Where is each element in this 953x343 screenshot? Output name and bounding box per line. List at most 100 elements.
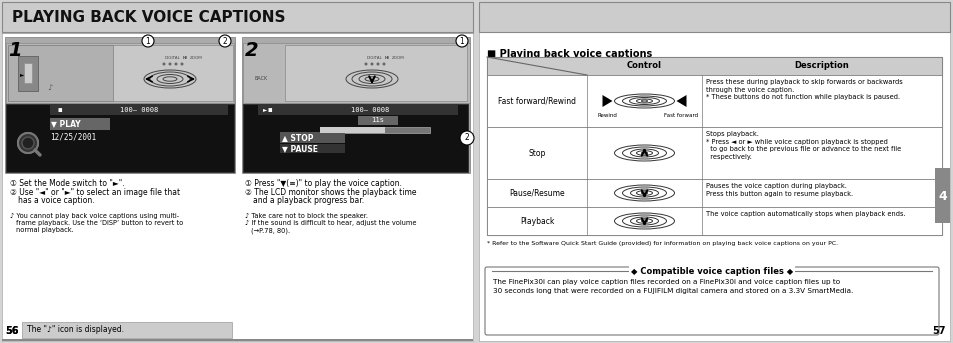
Bar [2,2,473,341]
Text: HI: HI [182,56,187,60]
Text: Control: Control [626,61,661,71]
Text: Stop: Stop [528,149,545,157]
Circle shape [162,62,165,66]
Bar [243,104,468,172]
Text: ② Use "◄" or "►" to select an image file that: ② Use "◄" or "►" to select an image file… [10,188,180,197]
Text: (→P.78, 80).: (→P.78, 80). [251,227,290,234]
Text: HI: HI [384,56,389,60]
Bar [319,127,430,133]
Bar [18,56,38,91]
Circle shape [22,137,34,149]
Bar [478,2,949,32]
Text: ① Press "▼(≡)" to play the voice caption.: ① Press "▼(≡)" to play the voice caption… [245,179,401,188]
Text: Fast forward/Rewind: Fast forward/Rewind [497,96,576,106]
Text: The voice caption automatically stops when playback ends.: The voice caption automatically stops wh… [705,211,904,217]
Text: DIGITAL: DIGITAL [367,56,382,60]
Bar [486,75,941,127]
Bar [486,57,941,75]
Circle shape [370,62,374,66]
Bar [112,45,233,101]
Text: ▲ STOP: ▲ STOP [282,133,314,142]
Text: 2: 2 [222,36,227,46]
Bar [6,43,233,103]
Text: ♪ You cannot play back voice captions using multi-: ♪ You cannot play back voice captions us… [10,213,179,219]
Bar [2,2,473,32]
Text: frame playback. Use the ‘DISP’ button to revert to: frame playback. Use the ‘DISP’ button to… [16,220,183,226]
Bar [285,45,467,101]
Text: The FinePix30i can play voice caption files recorded on a FinePix30i and voice c: The FinePix30i can play voice caption fi… [493,279,852,294]
Text: DIGITAL: DIGITAL [165,56,181,60]
Text: The "♪" icon is displayed.: The "♪" icon is displayed. [27,326,124,334]
Text: 100– 0008: 100– 0008 [120,107,158,113]
Bar [280,144,345,153]
Text: ▼ PLAY: ▼ PLAY [51,119,81,129]
Text: 11s: 11s [372,118,384,123]
Circle shape [174,62,177,66]
Bar [486,179,941,207]
Text: ♪ Take care not to block the speaker.: ♪ Take care not to block the speaker. [245,213,368,219]
FancyBboxPatch shape [484,267,938,335]
Text: ◆ Compatible voice caption files ◆: ◆ Compatible voice caption files ◆ [630,267,792,275]
Text: 100– 0008: 100– 0008 [351,107,389,113]
Bar [486,207,941,235]
Text: ① Set the Mode switch to "►".: ① Set the Mode switch to "►". [10,179,125,188]
Bar [319,127,385,133]
Circle shape [376,62,379,66]
Text: ►: ► [263,107,267,113]
Text: 1: 1 [146,36,151,46]
Text: ◼: ◼ [58,107,63,113]
Circle shape [364,62,367,66]
Text: has a voice caption.: has a voice caption. [18,196,94,205]
Text: * Refer to the Software Quick Start Guide (provided) for information on playing : * Refer to the Software Quick Start Guid… [486,241,838,246]
Text: ♪: ♪ [48,83,52,93]
Circle shape [142,35,153,47]
Bar [8,45,112,101]
Text: and a playback progress bar.: and a playback progress bar. [253,196,364,205]
Bar [5,37,234,173]
Text: Press these during playback to skip forwards or backwards
through the voice capt: Press these during playback to skip forw… [705,79,902,100]
Bar [357,116,397,125]
Bar [486,127,941,179]
Circle shape [180,62,183,66]
Bar [486,57,941,235]
Polygon shape [602,95,612,107]
Text: 56: 56 [5,326,18,336]
Text: normal playback.: normal playback. [16,227,73,233]
Text: Playback: Playback [519,216,554,225]
Text: Stops playback.
* Press ◄ or ► while voice caption playback is stopped
  to go b: Stops playback. * Press ◄ or ► while voi… [705,131,901,160]
Text: BACK: BACK [254,75,268,81]
Text: 57: 57 [931,326,945,336]
Bar [934,168,949,223]
Bar [242,37,470,173]
Text: Rewind: Rewind [597,113,617,118]
Bar [6,104,233,172]
Bar [280,132,345,143]
Text: ►: ► [20,72,24,78]
Text: Pauses the voice caption during playback.
Press this button again to resume play: Pauses the voice caption during playback… [705,183,852,197]
Text: 2: 2 [245,41,258,60]
Circle shape [219,35,231,47]
Bar [22,322,232,338]
Polygon shape [676,95,686,107]
Circle shape [18,133,38,153]
Text: Description: Description [794,61,848,71]
Text: 1: 1 [8,41,22,60]
Text: ◼: ◼ [268,107,273,113]
Text: ♪ If the sound is difficult to hear, adjust the volume: ♪ If the sound is difficult to hear, adj… [245,220,416,226]
Text: ▼ PAUSE: ▼ PAUSE [282,144,317,153]
Circle shape [459,131,474,145]
Circle shape [169,62,172,66]
Text: Fast forward: Fast forward [663,113,698,118]
Text: ② The LCD monitor shows the playback time: ② The LCD monitor shows the playback tim… [245,188,416,197]
Text: 2: 2 [464,133,469,142]
Text: 56: 56 [5,326,18,336]
Bar [478,2,949,341]
Text: PLAYING BACK VOICE CAPTIONS: PLAYING BACK VOICE CAPTIONS [12,10,285,24]
Text: ZOOM: ZOOM [392,56,404,60]
Bar [2,339,473,341]
Bar [24,63,32,83]
Bar [50,105,228,115]
Circle shape [382,62,385,66]
Text: Pause/Resume: Pause/Resume [509,189,564,198]
Text: 4: 4 [937,189,946,202]
